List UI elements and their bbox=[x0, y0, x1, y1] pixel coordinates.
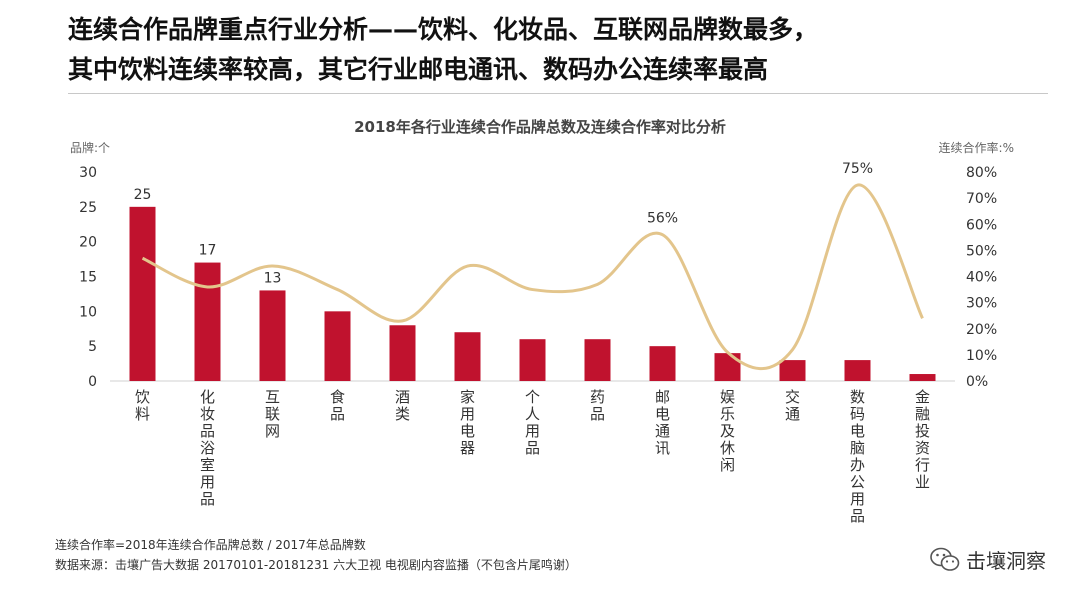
left-axis-unit: 品牌:个 bbox=[70, 141, 111, 155]
right-axis-tick: 60% bbox=[966, 217, 997, 233]
left-axis-tick: 20 bbox=[79, 235, 97, 251]
bar-data-label: 17 bbox=[199, 243, 217, 259]
wechat-icon bbox=[930, 547, 960, 571]
bar bbox=[844, 360, 871, 381]
right-axis-tick: 70% bbox=[966, 191, 997, 207]
bar-data-label: 13 bbox=[264, 270, 282, 286]
headline-divider bbox=[68, 93, 1048, 94]
right-axis-unit: 连续合作率:% bbox=[938, 141, 1014, 155]
bar bbox=[649, 346, 676, 381]
brand-name: 击壤洞察 bbox=[966, 549, 1046, 573]
right-axis-tick: 80% bbox=[966, 165, 997, 181]
category-label: 家用电器 bbox=[460, 388, 475, 457]
bar bbox=[194, 262, 221, 381]
right-axis-tick: 10% bbox=[966, 348, 997, 364]
source-note: 数据来源：击壤广告大数据 20170101-20181231 六大卫视 电视剧内… bbox=[55, 558, 577, 572]
headline: 连续合作品牌重点行业分析——饮料、化妆品、互联网品牌数最多， 其中饮料连续率较高… bbox=[68, 10, 1048, 90]
left-axis-tick: 10 bbox=[79, 304, 97, 320]
chart-title: 2018年各行业连续合作品牌总数及连续合作率对比分析 bbox=[354, 118, 726, 136]
left-axis-tick: 25 bbox=[79, 200, 97, 216]
right-axis-tick: 50% bbox=[966, 243, 997, 259]
left-axis-tick: 30 bbox=[79, 165, 97, 181]
category-label: 邮电通讯 bbox=[655, 388, 670, 457]
bar bbox=[324, 311, 351, 381]
category-label: 化妆品浴室用品 bbox=[200, 388, 215, 508]
bar bbox=[454, 332, 481, 381]
category-label: 娱乐及休闲 bbox=[720, 388, 735, 474]
category-label: 饮料 bbox=[135, 388, 150, 423]
bar bbox=[909, 374, 936, 381]
right-axis-tick: 20% bbox=[966, 322, 997, 338]
category-label: 药品 bbox=[590, 388, 605, 423]
brand-mark: 击壤洞察 bbox=[930, 545, 1046, 574]
right-axis-tick: 0% bbox=[966, 374, 988, 390]
definition-note: 连续合作率=2018年连续合作品牌总数 / 2017年总品牌数 bbox=[55, 538, 366, 552]
line-data-label: 75% bbox=[842, 161, 873, 177]
bar bbox=[259, 290, 286, 381]
category-label: 个人用品 bbox=[525, 388, 540, 457]
bar bbox=[519, 339, 546, 381]
headline-line-2: 其中饮料连续率较高，其它行业邮电通讯、数码办公连续率最高 bbox=[68, 55, 769, 84]
category-label: 酒类 bbox=[395, 388, 410, 423]
left-axis-tick: 0 bbox=[88, 374, 97, 390]
category-label: 金融投资行业 bbox=[915, 388, 930, 491]
right-axis-tick: 40% bbox=[966, 270, 997, 286]
category-label: 数码电脑办公用品 bbox=[850, 388, 865, 525]
bar bbox=[779, 360, 806, 381]
category-label: 食品 bbox=[330, 388, 345, 423]
category-label: 交通 bbox=[785, 388, 800, 423]
bar bbox=[584, 339, 611, 381]
left-axis-tick: 15 bbox=[79, 270, 97, 286]
bar-data-label: 25 bbox=[134, 187, 152, 203]
category-label: 互联网 bbox=[265, 388, 280, 440]
bar bbox=[129, 206, 156, 381]
bar bbox=[389, 325, 416, 381]
right-axis-tick: 30% bbox=[966, 296, 997, 312]
line-data-label: 56% bbox=[647, 211, 678, 227]
headline-line-1: 连续合作品牌重点行业分析——饮料、化妆品、互联网品牌数最多， bbox=[68, 15, 819, 44]
left-axis-tick: 5 bbox=[88, 339, 97, 355]
bar bbox=[714, 353, 741, 381]
rate-line bbox=[141, 183, 924, 371]
